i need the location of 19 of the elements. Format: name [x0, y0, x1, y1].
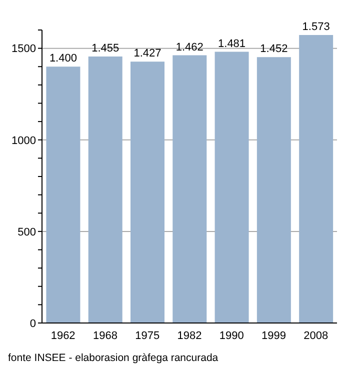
x-tick-label: 2008	[304, 330, 328, 342]
y-tick-label: 1500	[12, 43, 36, 56]
source-note: fonte INSEE - elaborasion gràfega rancurada	[8, 352, 218, 364]
y-tick-label: 500	[18, 226, 36, 238]
x-tick-label: 1962	[50, 330, 76, 342]
x-tick-label: 1968	[92, 330, 118, 342]
data-label: 1.481	[218, 38, 246, 50]
data-label: 1.455	[92, 42, 120, 55]
data-label: 1.427	[134, 48, 162, 60]
y-tick-label: 1000	[12, 134, 36, 147]
x-tick-label: 1975	[135, 330, 160, 342]
data-label: 1.573	[302, 20, 330, 33]
data-label: 1.452	[260, 43, 288, 56]
x-tick-label: 1990	[219, 330, 244, 342]
x-tick-label: 1999	[262, 330, 286, 342]
data-label: 1.462	[176, 41, 204, 54]
x-tick-label: 1982	[177, 330, 202, 342]
data-label: 1.400	[49, 52, 77, 65]
y-tick-label: 0	[30, 318, 36, 330]
